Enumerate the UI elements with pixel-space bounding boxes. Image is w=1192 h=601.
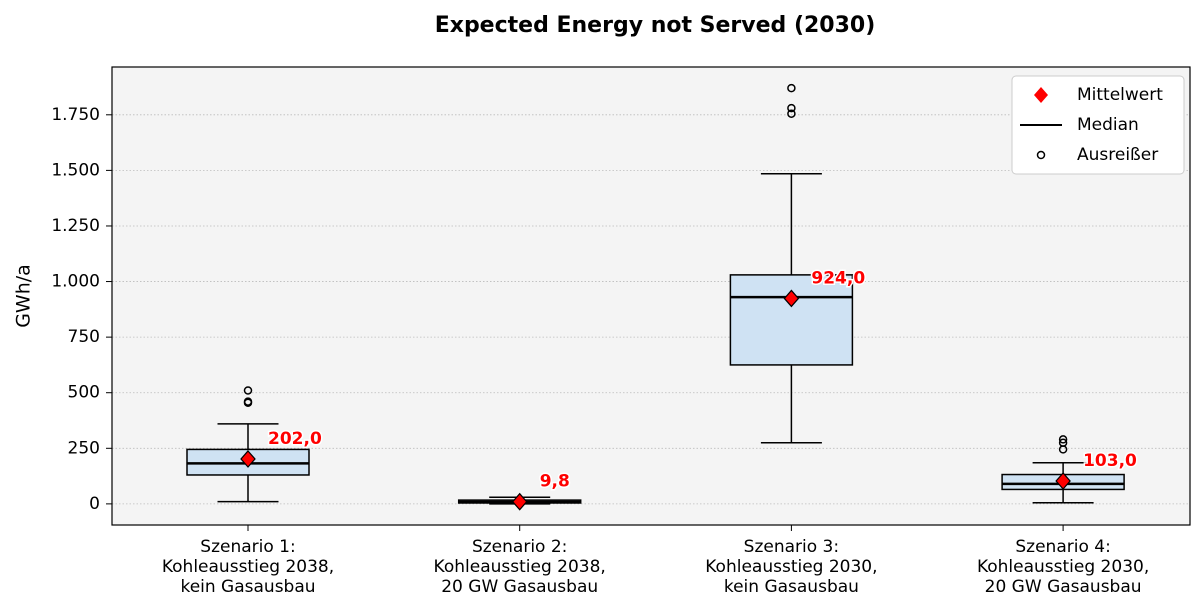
- mean-label: 103,0: [1083, 451, 1137, 471]
- y-tick-label: 750: [68, 327, 100, 347]
- mean-marker: [511, 492, 528, 511]
- legend-outlier: [1036, 150, 1046, 160]
- y-tick-label: 500: [68, 383, 100, 403]
- legend-box: [1011, 75, 1185, 175]
- y-tick-label: 1.500: [51, 160, 100, 180]
- chart-title: Expected Energy not Served (2030): [435, 13, 876, 38]
- mean-marker: [240, 450, 256, 468]
- plot-frame: [111, 66, 1191, 526]
- y-tick-label: 1.000: [51, 272, 100, 292]
- outlier: [243, 398, 253, 407]
- x-tick-label: Szenario 2: Kohleausstieg 2038, 20 GW Ga…: [433, 537, 606, 597]
- outlier: [243, 386, 253, 395]
- legend-label: Mittelwert: [1077, 85, 1163, 105]
- y-tick-label: 0: [89, 494, 100, 514]
- legend-mean-marker: [1034, 87, 1048, 103]
- outlier: [787, 109, 796, 118]
- y-tick-label: 1.250: [51, 216, 100, 236]
- y-axis-label: GWh/a: [13, 264, 35, 328]
- outlier: [1058, 445, 1068, 454]
- mean-marker: [783, 289, 800, 308]
- mean-label: 924,0: [811, 268, 865, 288]
- x-tick-label: Szenario 3: Kohleausstieg 2030, kein Gas…: [705, 537, 878, 597]
- outlier: [787, 103, 796, 113]
- legend-label: Ausreißer: [1077, 145, 1158, 165]
- mean-label: 9,8: [540, 472, 570, 492]
- mean-label: 202,0: [268, 429, 322, 449]
- y-tick-label: 1.750: [51, 105, 100, 125]
- x-tick-label: Szenario 4: Kohleausstieg 2030, 20 GW Ga…: [976, 537, 1150, 597]
- x-tick-label: Szenario 1: Kohleausstieg 2038, kein Gas…: [161, 537, 335, 597]
- outlier: [787, 83, 796, 93]
- legend-label: Median: [1077, 115, 1139, 135]
- mean-marker: [1055, 472, 1071, 490]
- y-tick-label: 250: [68, 438, 100, 458]
- outlier: [1058, 435, 1068, 444]
